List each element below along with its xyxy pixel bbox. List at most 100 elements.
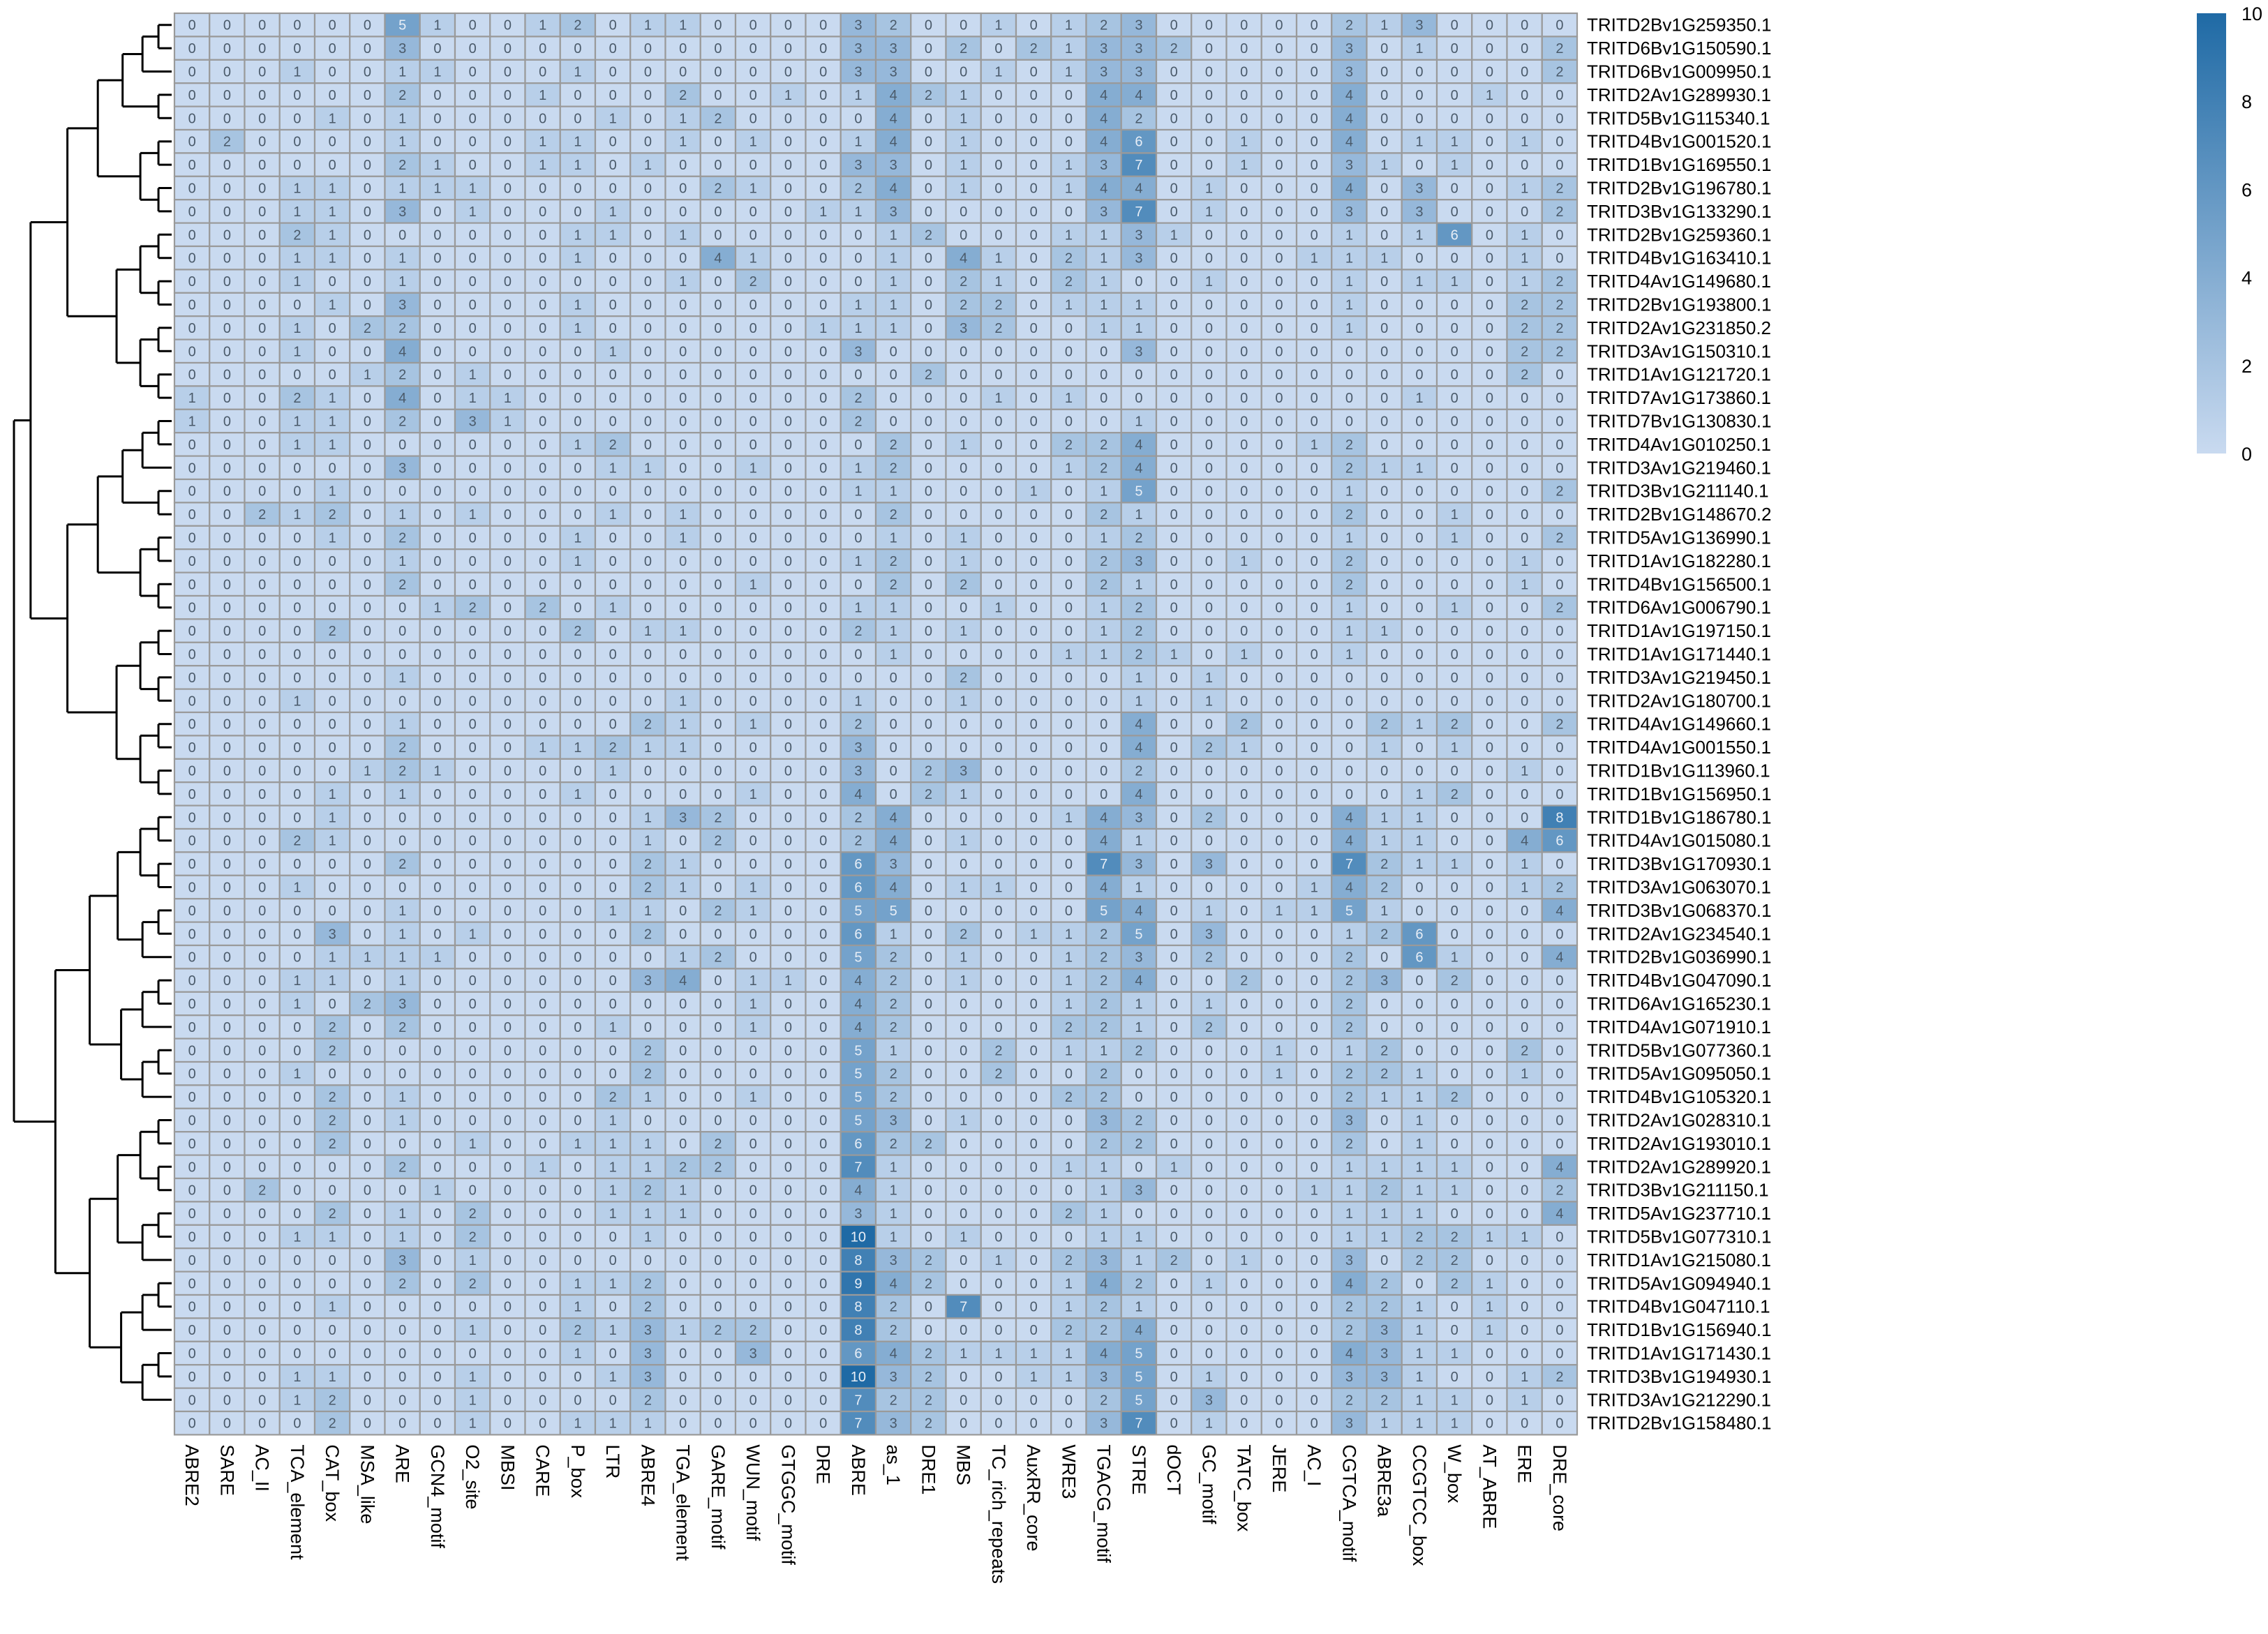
- cell-value-label: 0: [433, 554, 441, 569]
- cell-value-label: 1: [960, 624, 967, 639]
- cell-value-label: 0: [539, 694, 546, 709]
- cell-value-label: 0: [504, 1160, 512, 1175]
- cell-value-label: 3: [890, 1370, 897, 1385]
- cell-value-label: 0: [539, 437, 546, 453]
- cell-value-label: 3: [890, 41, 897, 57]
- heatmap-cell: [489, 128, 526, 154]
- cell-value-label: 0: [504, 41, 512, 57]
- cell-value-label: 0: [364, 158, 371, 173]
- cell-value-label: 1: [539, 88, 546, 103]
- cell-value-label: 3: [890, 158, 897, 173]
- cell-value-label: 2: [1380, 1043, 1388, 1058]
- cell-value-label: 0: [1311, 740, 1318, 756]
- cell-value-label: 0: [504, 507, 512, 523]
- cell-value-label: 0: [1135, 1090, 1142, 1105]
- cell-value-label: 0: [1240, 927, 1248, 942]
- cell-value-label: 0: [1240, 1230, 1248, 1245]
- cell-value-label: 0: [1521, 437, 1528, 453]
- cell-value-label: 0: [819, 857, 827, 872]
- cell-value-label: 0: [364, 880, 371, 896]
- cell-value-label: 0: [609, 274, 617, 290]
- cell-value-label: 0: [1555, 158, 1563, 173]
- cell-value-label: 0: [1415, 740, 1423, 756]
- cell-value-label: 0: [1170, 484, 1178, 500]
- cell-value-label: 0: [925, 554, 932, 569]
- cell-value-label: 0: [1451, 670, 1458, 686]
- cell-value-label: 0: [258, 670, 266, 686]
- cell-value-label: 2: [925, 1370, 932, 1385]
- cell-value-label: 0: [398, 1183, 406, 1199]
- cell-value-label: 1: [329, 531, 336, 546]
- cell-value-label: 1: [1415, 1160, 1423, 1175]
- cell-value-label: 0: [609, 694, 617, 709]
- cell-value-label: 1: [1521, 1230, 1528, 1245]
- cell-value-label: 0: [1170, 1067, 1178, 1082]
- cell-value-label: 2: [644, 880, 652, 896]
- cell-value-label: 1: [329, 834, 336, 849]
- cell-value-label: 0: [994, 1323, 1002, 1338]
- cell-value-label: 0: [749, 65, 757, 80]
- cell-value-label: 0: [679, 927, 687, 942]
- cell-value-label: 0: [1170, 1206, 1178, 1222]
- cell-value-label: 0: [539, 1300, 546, 1315]
- cell-value-label: 0: [925, 344, 932, 359]
- cell-value-label: 0: [258, 437, 266, 453]
- cell-value-label: 0: [960, 1020, 967, 1035]
- cell-value-label: 2: [398, 1276, 406, 1291]
- cell-value-label: 0: [784, 181, 792, 197]
- cell-value-label: 0: [925, 717, 932, 733]
- cell-value-label: 0: [994, 1206, 1002, 1222]
- cell-value-label: 0: [1030, 880, 1038, 896]
- cell-value-label: 2: [714, 834, 722, 849]
- cell-value-label: 0: [329, 368, 336, 383]
- cell-value-label: 0: [1205, 787, 1213, 802]
- cell-value-label: 0: [329, 554, 336, 569]
- cell-value-label: 0: [258, 717, 266, 733]
- cell-value-label: 0: [574, 1043, 581, 1058]
- cell-value-label: 1: [329, 227, 336, 243]
- cell-value-label: 0: [364, 135, 371, 150]
- cell-value-label: 1: [329, 973, 336, 989]
- cell-value-label: 0: [258, 158, 266, 173]
- heatmap-cell: [1295, 105, 1333, 131]
- cell-value-label: 2: [1345, 1137, 1353, 1152]
- cell-value-label: 1: [1345, 1183, 1353, 1199]
- cell-value-label: 1: [1135, 1230, 1142, 1245]
- cell-value-label: 0: [1240, 1206, 1248, 1222]
- cell-value-label: 0: [1275, 927, 1283, 942]
- cell-value-label: 0: [1311, 717, 1318, 733]
- cell-value-label: 0: [1275, 1183, 1283, 1199]
- cell-value-label: 3: [890, 65, 897, 80]
- cell-value-label: 1: [1380, 810, 1388, 825]
- cell-value-label: 0: [925, 18, 932, 33]
- cell-value-label: 0: [749, 1300, 757, 1315]
- cell-value-label: 1: [994, 1253, 1002, 1268]
- cell-value-label: 0: [1275, 554, 1283, 569]
- cell-value-label: 0: [994, 810, 1002, 825]
- cell-value-label: 0: [1415, 298, 1423, 313]
- cell-value-label: 0: [1415, 531, 1423, 546]
- cell-value-label: 0: [504, 1393, 512, 1408]
- cell-value-label: 0: [223, 181, 231, 197]
- cell-value-label: 0: [574, 1020, 581, 1035]
- cell-value-label: 0: [504, 647, 512, 663]
- cell-value-label: 1: [609, 1114, 617, 1129]
- cell-value-label: 0: [469, 1300, 477, 1315]
- cell-value-label: 1: [574, 531, 581, 546]
- cell-value-label: 3: [1380, 1323, 1388, 1338]
- cell-value-label: 0: [784, 740, 792, 756]
- cell-value-label: 0: [1170, 787, 1178, 802]
- cell-value-label: 0: [504, 577, 512, 592]
- cell-value-label: 0: [364, 414, 371, 430]
- cell-value-label: 3: [398, 997, 406, 1012]
- cell-value-label: 0: [574, 1114, 581, 1129]
- cell-value-label: 1: [469, 1370, 477, 1385]
- cell-value-label: 3: [1135, 18, 1142, 33]
- cell-value-label: 0: [749, 1043, 757, 1058]
- cell-value-label: 0: [925, 601, 932, 616]
- cell-value-label: 0: [364, 670, 371, 686]
- cell-value-label: 0: [364, 88, 371, 103]
- cell-value-label: 1: [994, 391, 1002, 406]
- cell-value-label: 1: [329, 484, 336, 500]
- cell-value-label: 1: [1521, 1067, 1528, 1082]
